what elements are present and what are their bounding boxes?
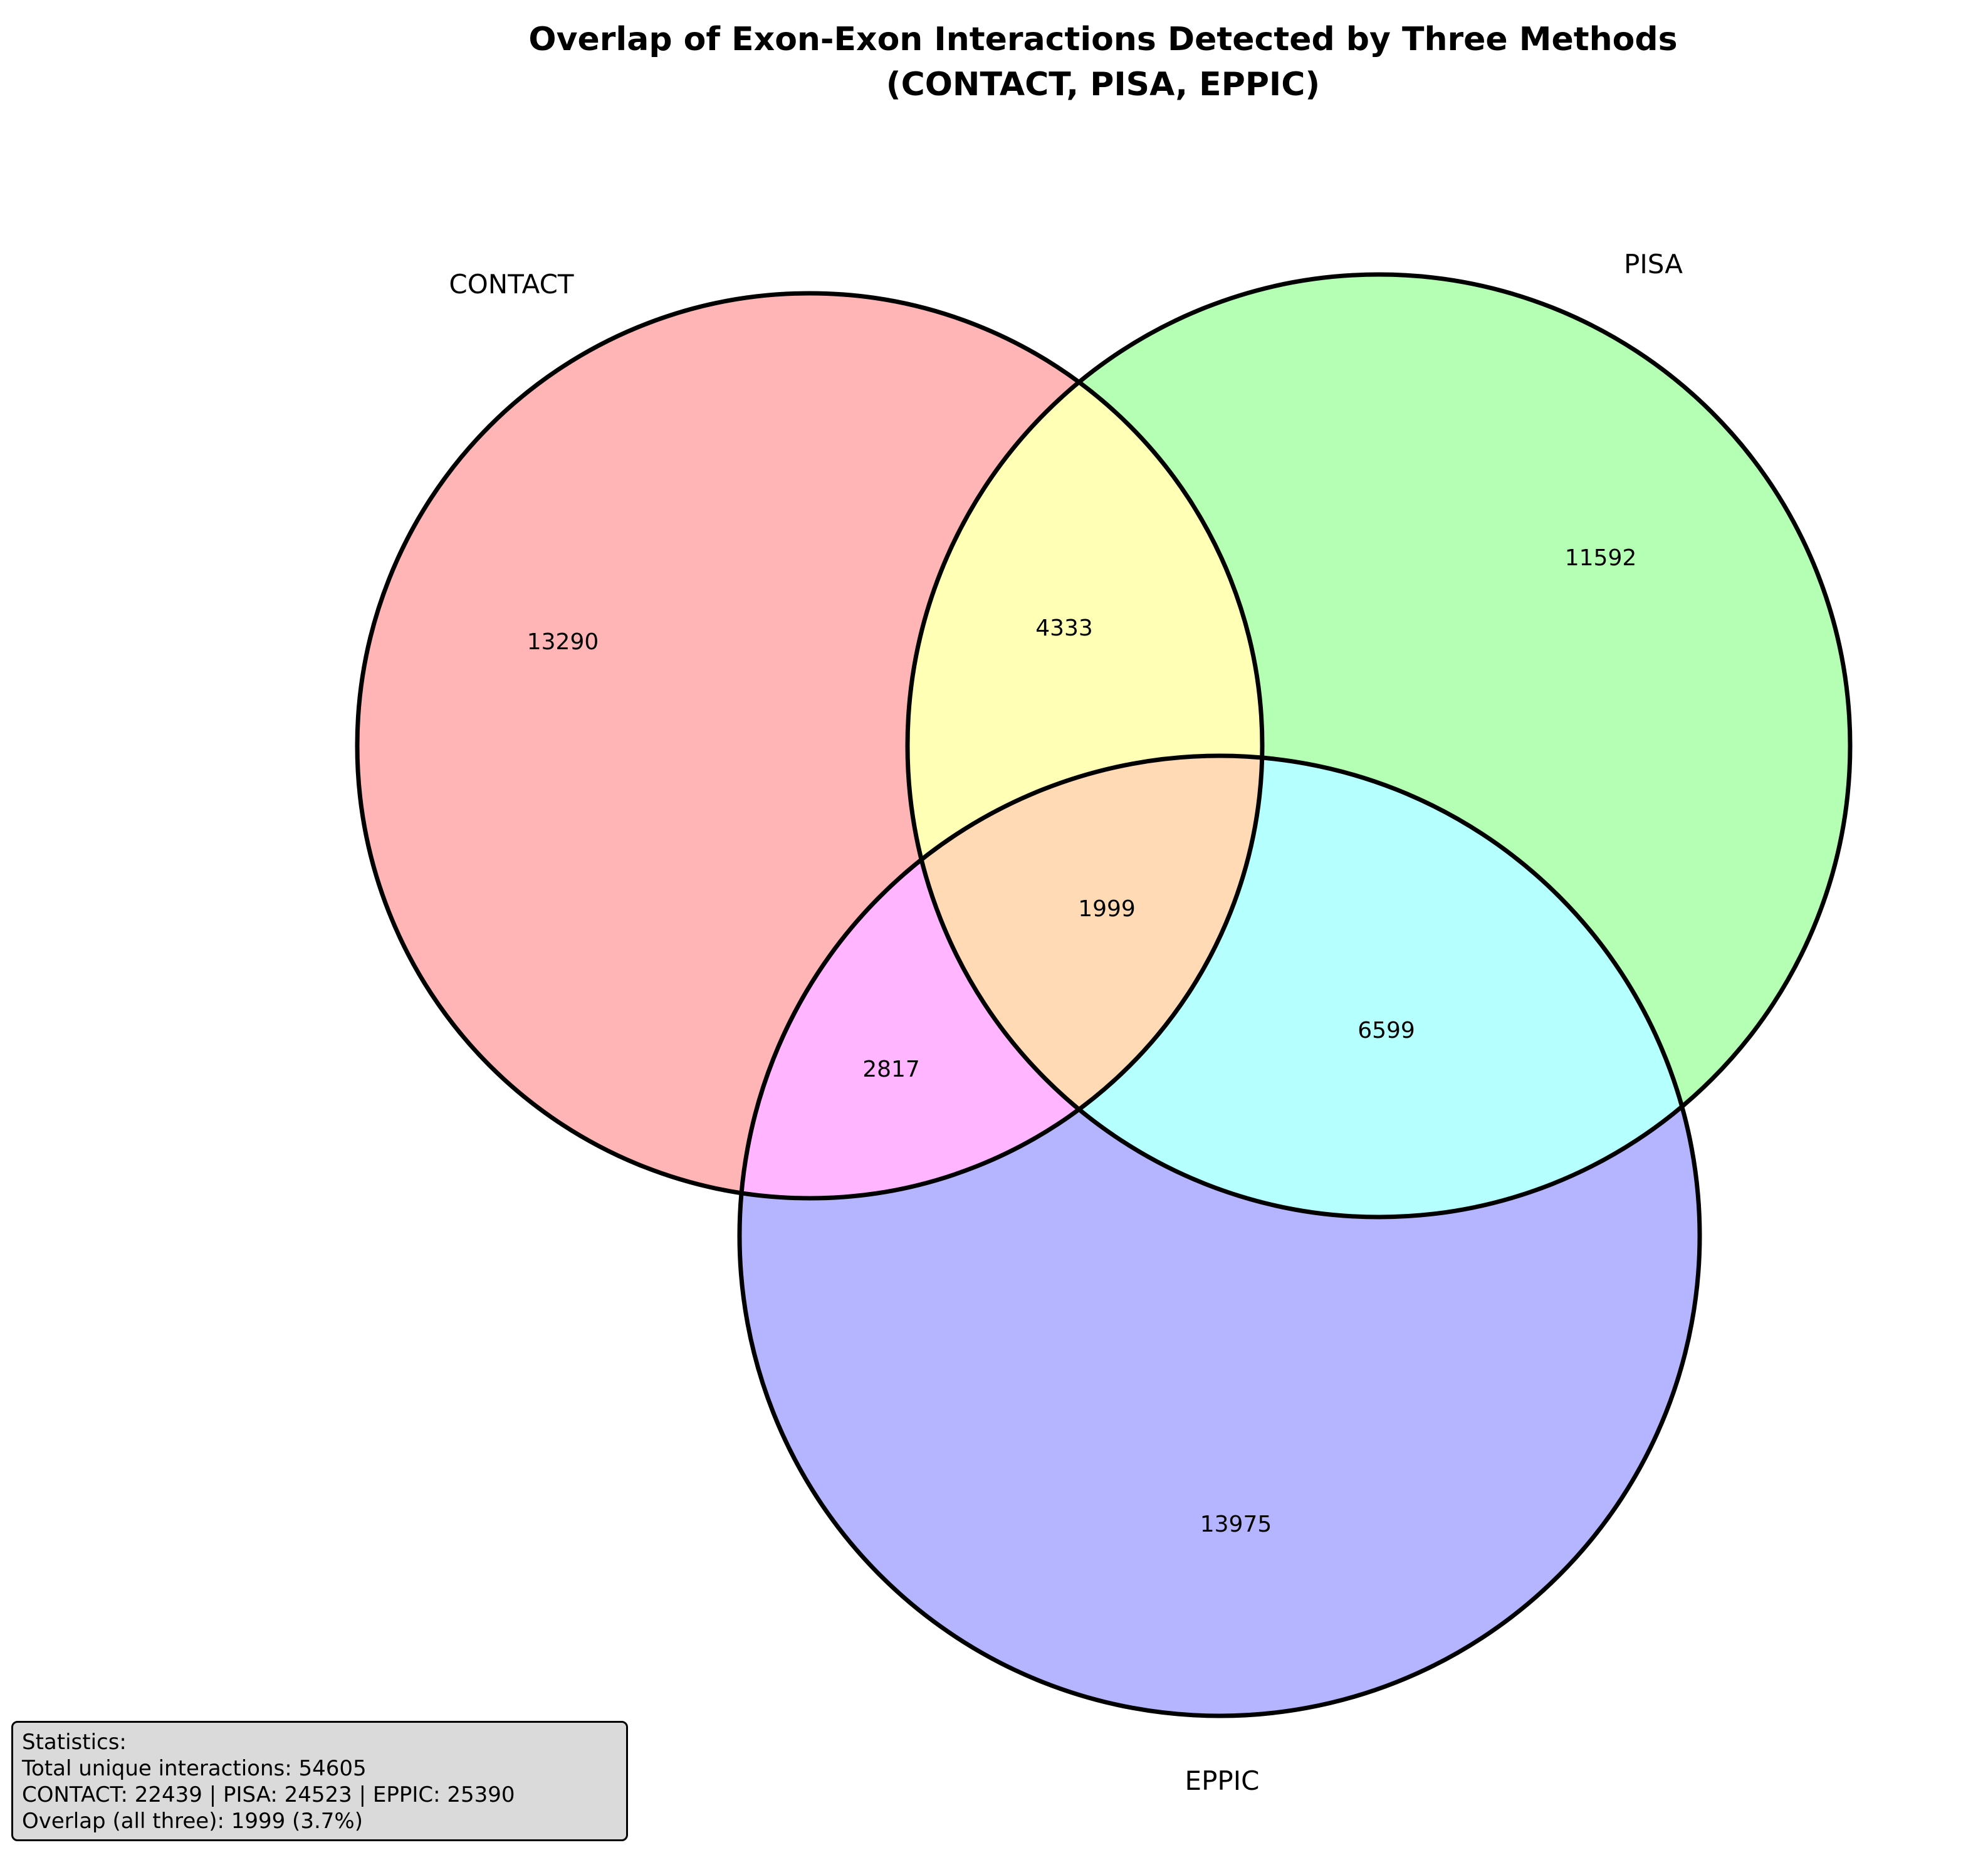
stats-overlap: Overlap (all three): 1999 (3.7%) [22, 1809, 363, 1834]
count-contact-pisa: 4333 [1035, 615, 1093, 641]
chart-title-line1: Overlap of Exon-Exon Interactions Detect… [528, 21, 1677, 58]
count-all-three: 1999 [1078, 896, 1136, 922]
count-contact-only: 13290 [527, 629, 599, 655]
count-contact-eppic: 2817 [862, 1057, 920, 1082]
stats-total: Total unique interactions: 54605 [22, 1756, 367, 1781]
pisa-circle-outline [905, 272, 1853, 1220]
stats-heading: Statistics: [22, 1730, 127, 1755]
stats-per-set: CONTACT: 22439 | PISA: 24523 | EPPIC: 25… [22, 1782, 515, 1807]
set-label-pisa: PISA [1624, 249, 1683, 280]
contact-circle-outline [355, 291, 1265, 1201]
count-eppic-only: 13975 [1200, 1512, 1272, 1537]
count-pisa-only: 11592 [1565, 545, 1637, 571]
chart-title-line2: (CONTACT, PISA, EPPIC) [886, 66, 1320, 103]
count-pisa-eppic: 6599 [1358, 1018, 1415, 1043]
set-label-eppic: EPPIC [1185, 1765, 1260, 1796]
set-label-contact: CONTACT [449, 269, 574, 300]
statistics-box: Statistics: Total unique interactions: 5… [11, 1721, 628, 1841]
eppic-circle-outline [737, 753, 1702, 1718]
